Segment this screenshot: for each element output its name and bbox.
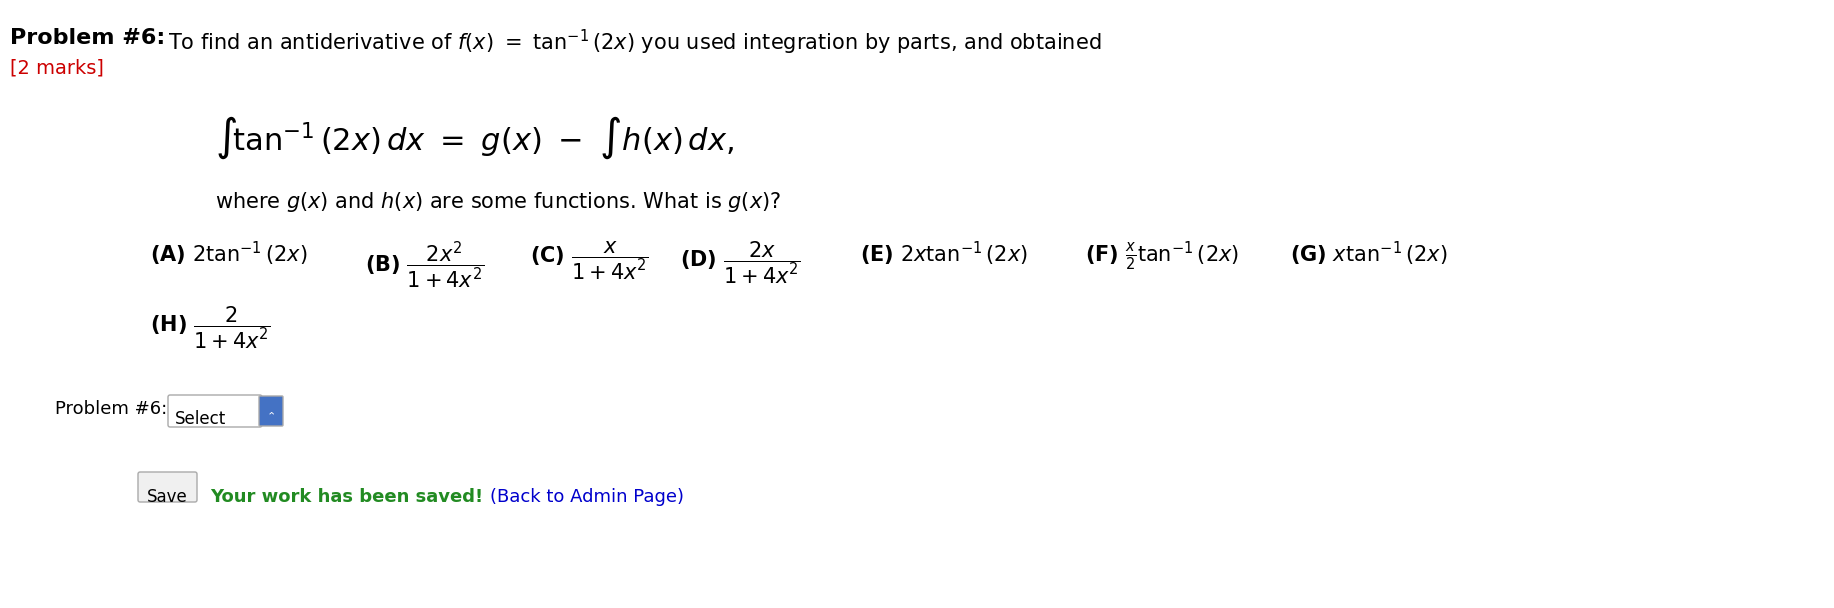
- FancyBboxPatch shape: [169, 395, 262, 427]
- Text: Problem #6:: Problem #6:: [55, 400, 167, 418]
- Text: $\mathbf{(H)}\ \dfrac{2}{1+4x^2}$: $\mathbf{(H)}\ \dfrac{2}{1+4x^2}$: [150, 305, 271, 351]
- FancyBboxPatch shape: [259, 396, 282, 426]
- Text: $\mathbf{(C)}\ \dfrac{x}{1+4x^2}$: $\mathbf{(C)}\ \dfrac{x}{1+4x^2}$: [530, 240, 649, 282]
- Text: $\mathbf{(E)}\ 2x\tan^{-1}(2x)$: $\mathbf{(E)}\ 2x\tan^{-1}(2x)$: [860, 240, 1027, 268]
- Text: To find an antiderivative of $f(x)\ =\ \tan^{-1}(2x)$ you used integration by pa: To find an antiderivative of $f(x)\ =\ \…: [169, 28, 1102, 57]
- Text: Problem #6:: Problem #6:: [9, 28, 165, 48]
- Text: (Back to Admin Page): (Back to Admin Page): [490, 488, 684, 506]
- Text: Your work has been saved!: Your work has been saved!: [211, 488, 482, 506]
- Text: $\mathbf{(A)}\ 2\tan^{-1}(2x)$: $\mathbf{(A)}\ 2\tan^{-1}(2x)$: [150, 240, 308, 268]
- Text: $\mathbf{(B)}\ \dfrac{2x^2}{1+4x^2}$: $\mathbf{(B)}\ \dfrac{2x^2}{1+4x^2}$: [365, 240, 484, 291]
- Text: $\mathbf{(G)}\ x\tan^{-1}(2x)$: $\mathbf{(G)}\ x\tan^{-1}(2x)$: [1289, 240, 1447, 268]
- Text: where $g(x)$ and $h(x)$ are some functions. What is $g(x)$?: where $g(x)$ and $h(x)$ are some functio…: [215, 190, 781, 214]
- Text: $\mathbf{(D)}\ \dfrac{2x}{1+4x^2}$: $\mathbf{(D)}\ \dfrac{2x}{1+4x^2}$: [680, 240, 801, 286]
- FancyBboxPatch shape: [138, 472, 196, 502]
- Text: Save: Save: [147, 488, 187, 506]
- Text: [2 marks]: [2 marks]: [9, 58, 105, 77]
- Text: $\int\!\tan^{-1}(2x)\,dx\ =\ g(x)\ -\ \int h(x)\,dx,$: $\int\!\tan^{-1}(2x)\,dx\ =\ g(x)\ -\ \i…: [215, 115, 734, 162]
- Text: $\mathbf{(F)}\ \frac{x}{2}\tan^{-1}(2x)$: $\mathbf{(F)}\ \frac{x}{2}\tan^{-1}(2x)$: [1086, 240, 1240, 274]
- Text: Select: Select: [174, 410, 226, 428]
- Text: ⌃
⌄: ⌃ ⌄: [266, 411, 275, 433]
